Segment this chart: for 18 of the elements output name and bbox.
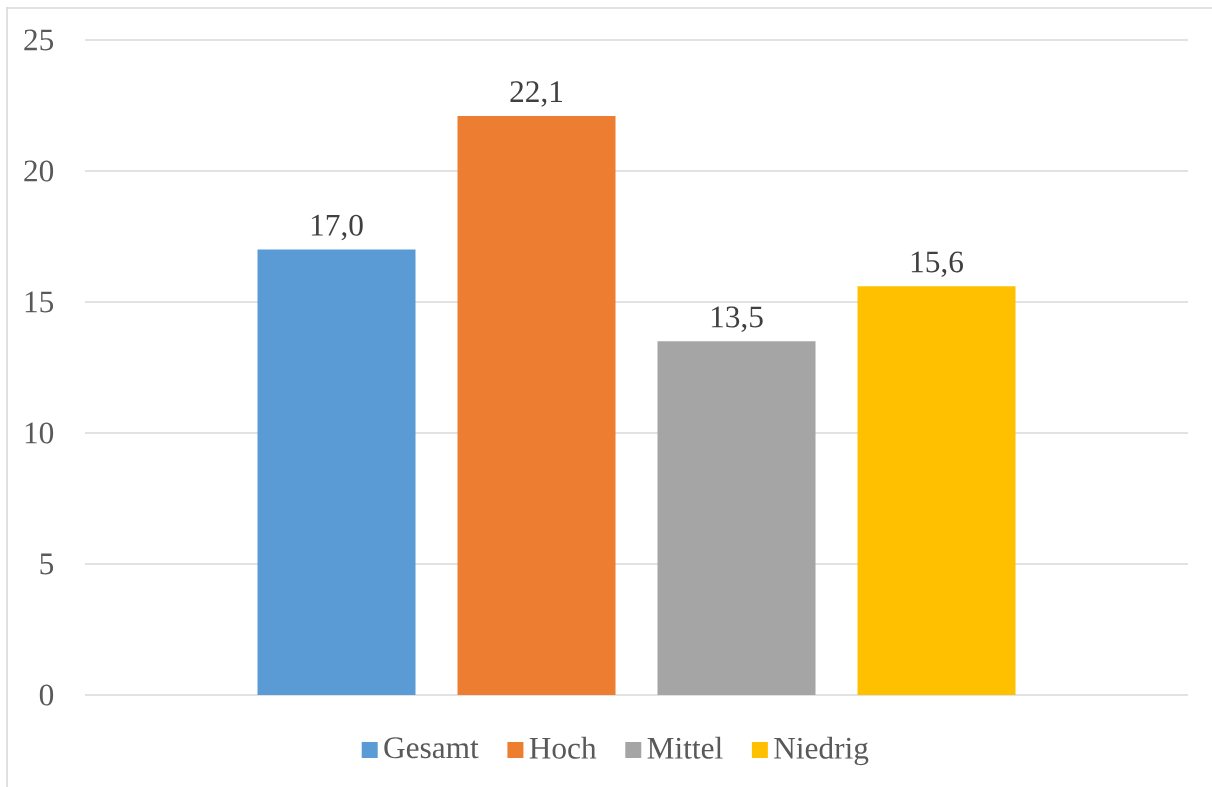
data-label: 17,0 xyxy=(311,214,363,241)
legend-label: Mittel xyxy=(647,736,723,759)
data-label: 15,6 xyxy=(911,251,963,277)
y-tick-label: 20 xyxy=(24,160,54,182)
bar xyxy=(257,249,416,695)
y-tick-label: 10 xyxy=(25,422,54,444)
y-tick-label: 25 xyxy=(24,29,54,51)
bar xyxy=(857,286,1016,695)
data-label: 22,1 xyxy=(510,81,563,107)
y-tick-label: 5 xyxy=(40,553,54,575)
legend-label: Gesamt xyxy=(384,737,479,759)
y-tick-label: 15 xyxy=(25,291,54,313)
bar xyxy=(657,341,816,695)
legend-label: Hoch xyxy=(529,736,597,759)
data-label: 13,5 xyxy=(711,306,763,333)
legend-label: Niedrig xyxy=(774,736,869,766)
y-tick-label: 0 xyxy=(39,684,54,706)
bar xyxy=(457,115,616,695)
